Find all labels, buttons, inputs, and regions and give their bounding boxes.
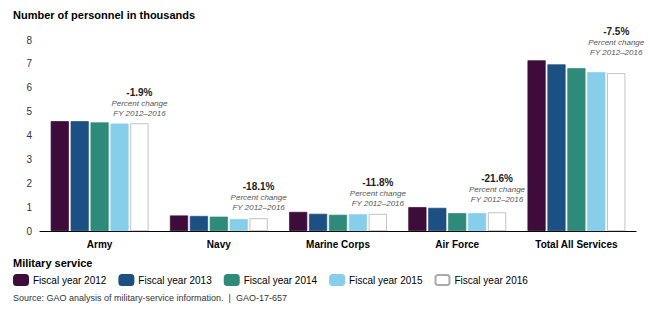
svg-text:Air Force: Air Force (435, 239, 479, 250)
svg-text:Fiscal year 2016: Fiscal year 2016 (454, 275, 528, 286)
svg-text:Fiscal year 2014: Fiscal year 2014 (244, 275, 318, 286)
svg-text:FY 2012–2016: FY 2012–2016 (113, 109, 166, 118)
svg-text:Percent change: Percent change (350, 189, 407, 198)
svg-text:Military service: Military service (13, 257, 93, 269)
svg-text:FY 2012–2016: FY 2012–2016 (352, 199, 405, 208)
svg-text:2: 2 (26, 178, 32, 189)
svg-text:3: 3 (26, 154, 32, 165)
svg-text:5: 5 (26, 106, 32, 117)
svg-text:0: 0 (26, 226, 32, 237)
svg-text:-1.9%: -1.9% (126, 87, 152, 98)
svg-text:8: 8 (26, 35, 32, 46)
svg-text:Army: Army (87, 239, 113, 250)
svg-text:Percent change: Percent change (231, 193, 288, 202)
svg-text:Fiscal year 2015: Fiscal year 2015 (349, 275, 423, 286)
svg-text:6: 6 (26, 82, 32, 93)
svg-text:Percent change: Percent change (111, 99, 168, 108)
svg-text:FY 2012–2016: FY 2012–2016 (232, 203, 285, 212)
svg-text:Percent change: Percent change (588, 38, 645, 47)
svg-text:Total All Services: Total All Services (535, 239, 618, 250)
svg-text:Source: GAO analysis of milita: Source: GAO analysis of military-service… (13, 293, 287, 303)
svg-text:7: 7 (26, 58, 32, 69)
svg-text:FY 2012–2016: FY 2012–2016 (590, 48, 643, 57)
svg-text:Number of personnel in thousan: Number of personnel in thousands (13, 9, 195, 21)
svg-text:4: 4 (26, 130, 32, 141)
svg-text:Fiscal year 2013: Fiscal year 2013 (138, 275, 212, 286)
svg-text:-21.6%: -21.6% (481, 173, 513, 184)
svg-text:-11.8%: -11.8% (362, 177, 393, 188)
svg-text:Navy: Navy (207, 239, 231, 250)
svg-text:FY 2012–2016: FY 2012–2016 (471, 195, 524, 204)
svg-text:1: 1 (26, 202, 32, 213)
svg-text:Fiscal year 2012: Fiscal year 2012 (33, 275, 107, 286)
svg-text:Marine Corps: Marine Corps (306, 239, 370, 250)
svg-text:-7.5%: -7.5% (603, 26, 629, 37)
svg-text:Percent change: Percent change (469, 185, 526, 194)
svg-text:-18.1%: -18.1% (243, 181, 275, 192)
